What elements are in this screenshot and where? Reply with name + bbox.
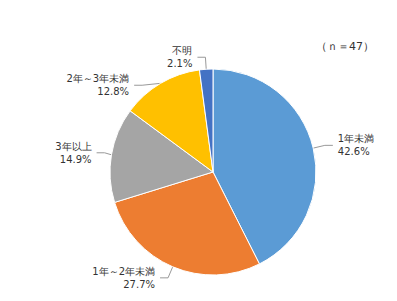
svg-text:不明: 不明 [172,45,192,56]
svg-text:3年以上: 3年以上 [55,141,91,152]
svg-text:2.1%: 2.1% [167,58,192,69]
svg-text:27.7%: 27.7% [123,279,155,290]
svg-text:42.6%: 42.6% [338,146,370,157]
svg-text:（ｎ＝47）: （ｎ＝47） [316,40,374,53]
svg-text:14.9%: 14.9% [60,154,92,165]
svg-text:12.8%: 12.8% [97,86,129,97]
svg-text:2年～3年未満: 2年～3年未満 [66,73,129,84]
svg-text:1年～2年未満: 1年～2年未満 [92,266,155,277]
svg-text:1年未満: 1年未満 [338,133,374,144]
